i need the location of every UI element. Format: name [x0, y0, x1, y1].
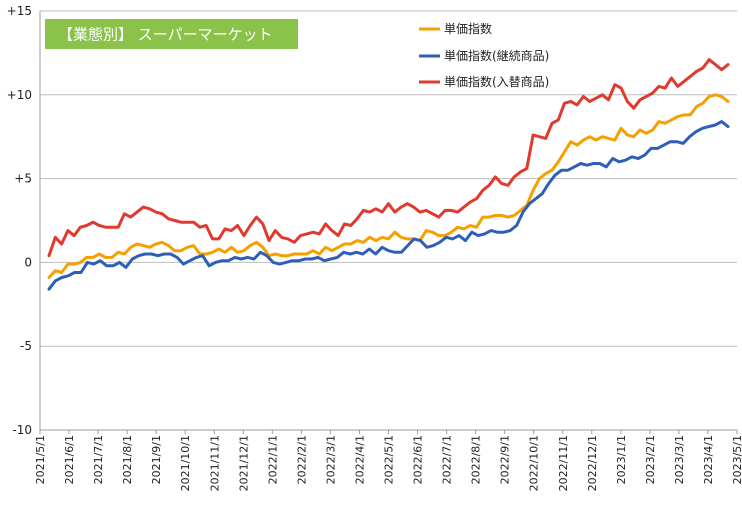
legend-label-2: 単価指数(入替商品): [444, 74, 549, 89]
x-tick-label: 2022/3/1: [324, 435, 337, 484]
x-tick-label: 2023/1/1: [615, 435, 628, 484]
x-tick-label: 2021/9/1: [150, 435, 163, 484]
series-lines: [47, 58, 730, 291]
x-tick-label: 2022/6/1: [412, 435, 425, 484]
x-tick-label: 2021/10/1: [179, 435, 192, 491]
x-tick-label: 2023/4/1: [702, 435, 715, 484]
x-tick-label: 2021/11/1: [208, 435, 221, 491]
y-tick-label: 0: [24, 255, 32, 269]
axes: [39, 11, 737, 431]
y-tick-label: +10: [7, 88, 32, 102]
y-tick-label: -5: [20, 339, 32, 353]
x-tick-label: 2022/1/1: [266, 435, 279, 484]
y-tick-label: +5: [14, 172, 32, 186]
legend-label-1: 単価指数(継続商品): [444, 48, 549, 63]
y-tick-label: -10: [12, 423, 32, 437]
x-tick-label: 2021/8/1: [121, 435, 134, 484]
x-tick-label: 2021/5/1: [34, 435, 47, 484]
legend-label-0: 単価指数: [444, 21, 492, 36]
x-tick-label: 2022/5/1: [383, 435, 396, 484]
chart-title: 【業態別】 スーパーマーケット: [58, 26, 273, 44]
x-tick-label: 2021/7/1: [92, 435, 105, 484]
x-tick-label: 2022/4/1: [353, 435, 366, 484]
x-tick-label: 2022/8/1: [470, 435, 483, 484]
x-tick-label: 2023/5/1: [731, 435, 742, 484]
x-tick-label: 2021/12/1: [237, 435, 250, 491]
grid-lines: [40, 10, 737, 347]
x-tick-label: 2022/9/1: [499, 435, 512, 484]
x-tick-label: 2022/10/1: [528, 435, 541, 491]
y-tick-labels: +15 +10 +5 0 -5 -10: [7, 4, 32, 437]
series-line-2: [47, 58, 730, 258]
x-tick-label: 2022/12/1: [586, 435, 599, 491]
title-badge-background: [45, 19, 298, 49]
x-tick-labels: 2021/5/1 2021/6/1 2021/7/1 2021/8/1 2021/9/1…: [34, 430, 742, 491]
x-tick-label: 2022/2/1: [295, 435, 308, 484]
x-tick-label: 2021/6/1: [63, 435, 76, 484]
series-line-0: [47, 93, 730, 279]
x-tick-label: 2022/11/1: [557, 435, 570, 491]
y-tick-label: +15: [7, 4, 32, 18]
series-line-1: [47, 120, 730, 291]
x-tick-label: 2023/3/1: [673, 435, 686, 484]
x-tick-label: 2022/7/1: [441, 435, 454, 484]
x-tick-label: 2023/2/1: [644, 435, 657, 484]
title-badge: 【業態別】 スーパーマーケット: [45, 19, 298, 49]
